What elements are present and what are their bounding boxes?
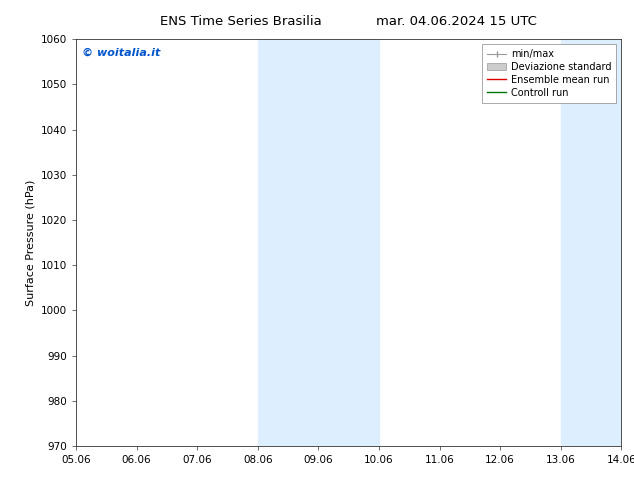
- Bar: [560, 39, 621, 446]
- Text: mar. 04.06.2024 15 UTC: mar. 04.06.2024 15 UTC: [376, 15, 537, 28]
- Y-axis label: Surface Pressure (hPa): Surface Pressure (hPa): [25, 179, 36, 306]
- Text: © woitalia.it: © woitalia.it: [82, 48, 160, 57]
- Bar: [258, 39, 379, 446]
- Text: ENS Time Series Brasilia: ENS Time Series Brasilia: [160, 15, 322, 28]
- Legend: min/max, Deviazione standard, Ensemble mean run, Controll run: min/max, Deviazione standard, Ensemble m…: [482, 44, 616, 102]
